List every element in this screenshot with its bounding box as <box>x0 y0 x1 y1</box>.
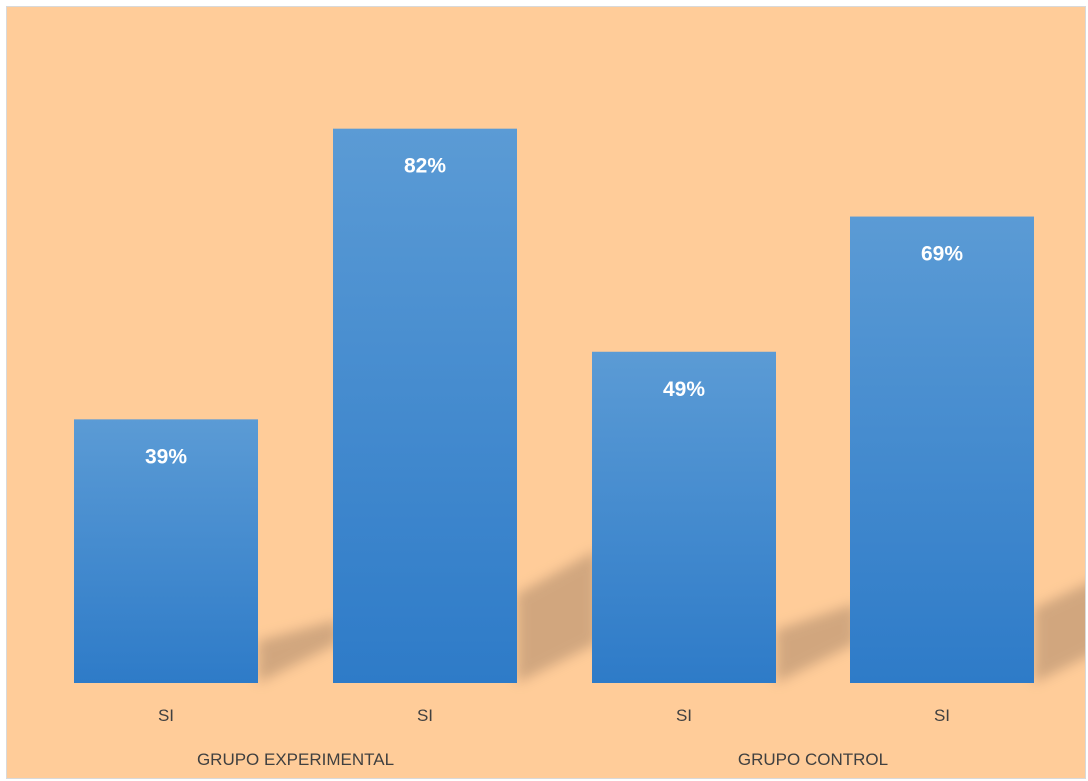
bar-shadows <box>258 549 1085 683</box>
category-tick-label: SI <box>417 706 433 725</box>
bar <box>850 216 1034 683</box>
bar-shadow <box>1034 584 1085 683</box>
category-tick-label: SI <box>158 706 174 725</box>
data-label: 49% <box>663 378 705 401</box>
category-tick-label: SI <box>934 706 950 725</box>
labels: 39% SI 82% SI 49% SI 69% SI GRUPO EXPERIMENTAL GR… <box>145 155 963 769</box>
group-label: GRUPO CONTROL <box>738 750 888 769</box>
group-label: GRUPO EXPERIMENTAL <box>197 750 394 769</box>
bar-chart: 39% SI 82% SI 49% SI 69% SI GRUPO EXPERIMENTAL GR… <box>74 128 1085 769</box>
bar-shadow <box>517 549 597 683</box>
data-label: 69% <box>921 243 963 266</box>
category-tick-label: SI <box>676 706 692 725</box>
bar-shadow <box>776 603 856 683</box>
chart-area: 39% SI 82% SI 49% SI 69% SI GRUPO EXPERIMENTAL GR… <box>6 6 1086 779</box>
bar-shadow <box>258 619 338 683</box>
bar <box>592 351 776 683</box>
bars <box>74 128 1034 683</box>
data-label: 82% <box>404 155 446 178</box>
bar <box>333 128 517 683</box>
bar <box>74 419 258 683</box>
data-label: 39% <box>145 445 187 468</box>
